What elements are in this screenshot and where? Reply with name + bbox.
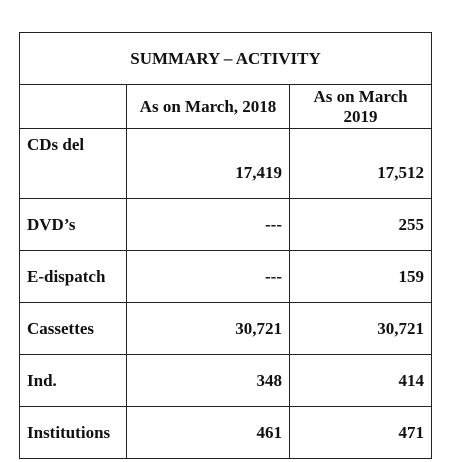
- value-cell: 159: [288, 250, 433, 303]
- value-cell: 30,721: [288, 302, 433, 355]
- data-row: Institutions 461 471: [19, 406, 433, 459]
- data-row: Cassettes 30,721 30,721: [19, 302, 433, 355]
- header-row: As on March, 2018 As on March 2019: [19, 84, 433, 129]
- value-cell: 17,419: [126, 128, 290, 199]
- table-title: SUMMARY – ACTIVITY: [18, 32, 433, 85]
- row-label: E-dispatch: [19, 250, 127, 303]
- value-cell: 471: [288, 406, 433, 459]
- data-row: DVD’s --- 255: [19, 198, 433, 251]
- summary-table: SUMMARY – ACTIVITY As on March, 2018 As …: [18, 32, 433, 459]
- row-label: Ind.: [19, 354, 127, 407]
- table-body: SUMMARY – ACTIVITY As on March, 2018 As …: [18, 32, 433, 459]
- row-label: CDs del: [19, 128, 127, 199]
- value-cell: ---: [126, 198, 290, 251]
- value-cell: 348: [126, 354, 290, 407]
- header-cell: As on March 2019: [288, 84, 433, 129]
- header-cell: As on March, 2018: [126, 84, 290, 129]
- row-label: Institutions: [19, 406, 127, 459]
- value-cell: 30,721: [126, 302, 290, 355]
- header-cell: [19, 84, 127, 129]
- value-cell: 461: [126, 406, 290, 459]
- data-row: Ind. 348 414: [19, 354, 433, 407]
- row-label: DVD’s: [19, 198, 127, 251]
- value-cell: ---: [126, 250, 290, 303]
- value-cell: 414: [288, 354, 433, 407]
- data-row: CDs del 17,419 17,512: [19, 128, 433, 199]
- value-cell: 17,512: [288, 128, 433, 199]
- title-row: SUMMARY – ACTIVITY: [18, 32, 433, 85]
- value-cell: 255: [288, 198, 433, 251]
- data-row: E-dispatch --- 159: [19, 250, 433, 303]
- row-label: Cassettes: [19, 302, 127, 355]
